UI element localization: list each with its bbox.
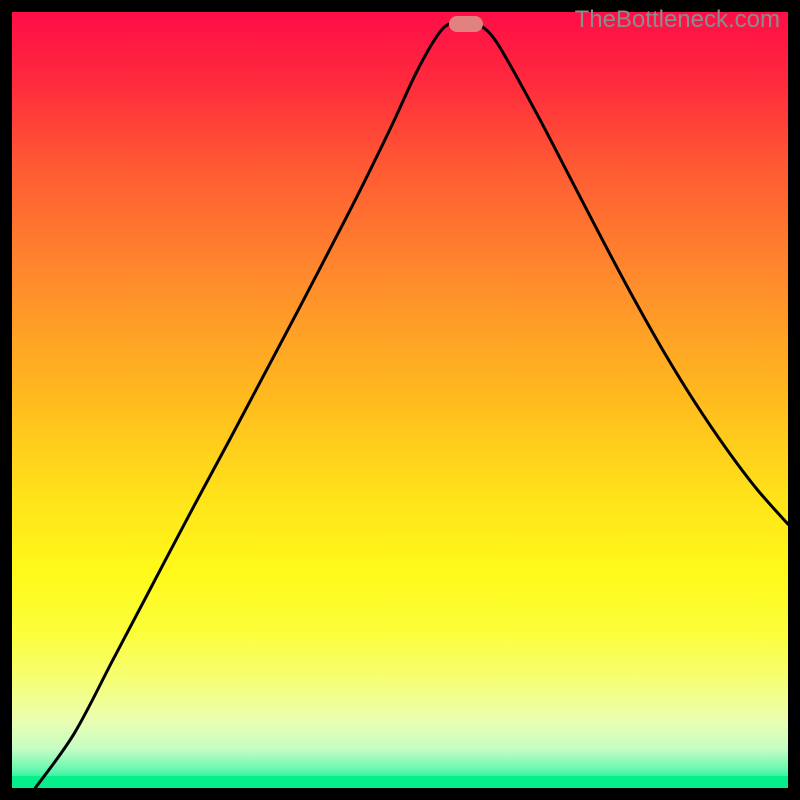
chart-container: { "chart": { "type": "line", "canvas": {…: [0, 0, 800, 800]
bottleneck-curve: [35, 23, 788, 788]
watermark-label: TheBottleneck.com: [575, 6, 780, 34]
curve-layer: [12, 12, 788, 788]
minimum-marker: [449, 16, 483, 32]
plot-area: [12, 12, 788, 788]
